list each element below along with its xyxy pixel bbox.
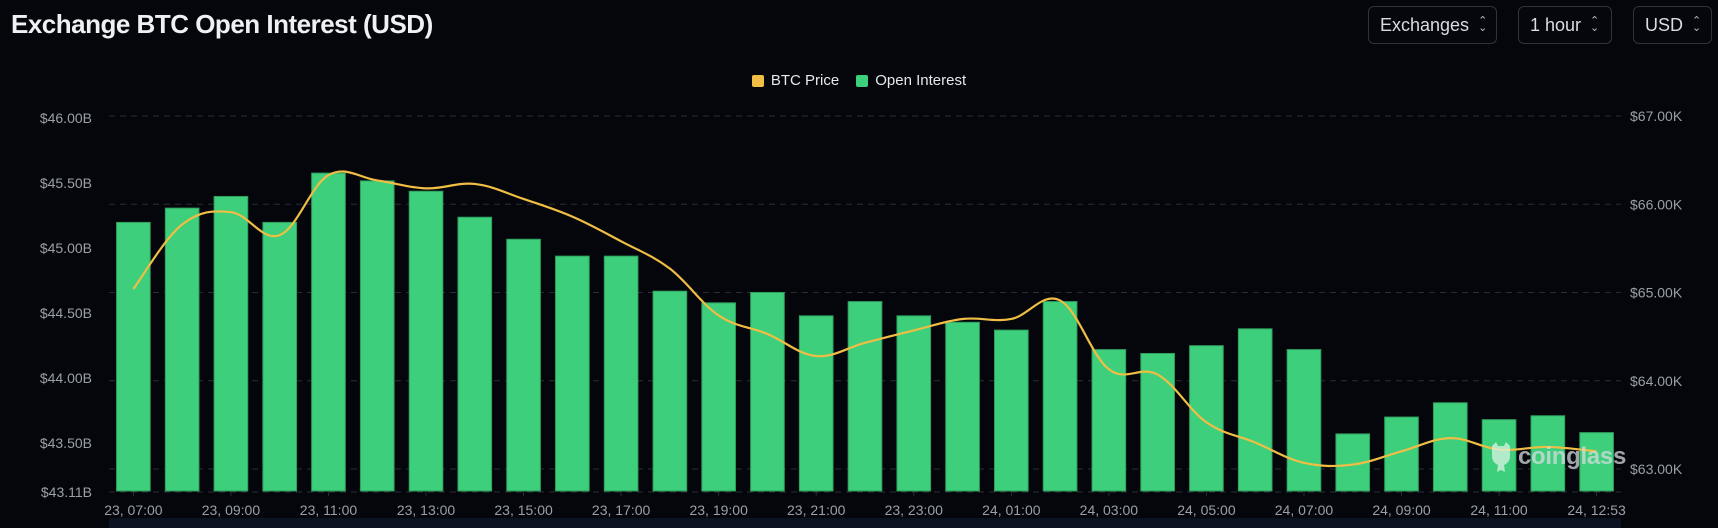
open-interest-bar[interactable] xyxy=(311,172,346,492)
legend-item-btc-price[interactable]: BTC Price xyxy=(751,72,840,89)
left-axis-tick: $45.50B xyxy=(40,175,92,191)
interval-select[interactable]: 1 hour ⌃ ⌄ xyxy=(1518,6,1612,44)
x-axis-tick: 23, 13:00 xyxy=(397,502,456,518)
open-interest-bar[interactable] xyxy=(457,216,493,492)
open-interest-bar[interactable] xyxy=(1091,349,1127,492)
exchanges-select-label: Exchanges xyxy=(1380,14,1470,35)
open-interest-bar[interactable] xyxy=(213,195,249,492)
left-axis-tick: $44.00B xyxy=(40,370,92,386)
x-axis-tick: 23, 07:00 xyxy=(104,502,163,518)
open-interest-bar[interactable] xyxy=(701,302,737,492)
left-axis-tick: $43.11B xyxy=(41,484,92,500)
open-interest-bar[interactable] xyxy=(262,221,298,492)
left-axis-tick: $45.00B xyxy=(40,240,92,256)
btc-price-line xyxy=(132,170,1597,468)
x-axis-tick: 23, 23:00 xyxy=(885,502,944,518)
open-interest-bar[interactable] xyxy=(1481,419,1517,492)
open-interest-bar[interactable] xyxy=(896,315,932,492)
watermark: coinglass xyxy=(1488,440,1626,474)
open-interest-bar[interactable] xyxy=(1286,349,1322,492)
open-interest-bar[interactable] xyxy=(1530,415,1566,492)
x-axis-tick: 23, 15:00 xyxy=(494,502,553,518)
chevron-up-down-icon: ⌃ ⌄ xyxy=(1692,15,1702,34)
open-interest-bar[interactable] xyxy=(603,255,639,492)
chart-zoom-scrollbar[interactable] xyxy=(109,518,1621,528)
x-axis-tick: 24, 01:00 xyxy=(982,502,1041,518)
open-interest-bar[interactable] xyxy=(408,190,444,492)
currency-select-label: USD xyxy=(1645,14,1684,35)
right-axis-tick: $63.00K xyxy=(1630,461,1683,477)
open-interest-bar[interactable] xyxy=(1579,432,1614,492)
right-axis-tick: $67.00K xyxy=(1630,108,1683,124)
x-axis-tick: 23, 11:00 xyxy=(300,502,358,518)
currency-select[interactable]: USD ⌃ ⌄ xyxy=(1633,6,1712,44)
open-interest-bar[interactable] xyxy=(116,221,151,492)
open-interest-bar[interactable] xyxy=(1140,352,1175,492)
page-title: Exchange BTC Open Interest (USD) xyxy=(11,9,433,39)
chevron-up-down-icon: ⌃ ⌄ xyxy=(1478,15,1488,34)
x-axis-tick: 24, 03:00 xyxy=(1080,502,1139,518)
right-axis-tick: $64.00K xyxy=(1630,373,1683,389)
open-interest-bars xyxy=(116,172,1614,492)
right-axis-tick: $66.00K xyxy=(1630,196,1683,212)
x-axis-tick: 23, 21:00 xyxy=(787,502,846,518)
interval-select-label: 1 hour xyxy=(1530,14,1582,35)
open-interest-bar[interactable] xyxy=(555,255,590,492)
open-interest-bar[interactable] xyxy=(750,291,785,492)
right-axis-tick: $65.00K xyxy=(1630,285,1683,301)
open-interest-bar[interactable] xyxy=(652,290,688,492)
exchanges-select[interactable]: Exchanges ⌃ ⌄ xyxy=(1368,6,1497,44)
x-axis-tick: 24, 07:00 xyxy=(1275,502,1334,518)
x-axis: 23, 07:00 23, 09:00 23, 11:00 23, 13:00 23, … xyxy=(104,492,1626,518)
watermark-text: coinglass xyxy=(1518,443,1627,470)
open-interest-bar[interactable] xyxy=(1042,301,1078,492)
x-axis-tick: 23, 19:00 xyxy=(689,502,748,518)
left-axis-tick: $46.00B xyxy=(40,110,92,126)
open-interest-bar[interactable] xyxy=(506,238,541,492)
x-axis-tick: 23, 17:00 xyxy=(592,502,651,518)
coinglass-logo-icon xyxy=(1492,442,1510,472)
open-interest-bar[interactable] xyxy=(164,207,200,492)
x-axis-tick: 23, 09:00 xyxy=(202,502,261,518)
chevron-up-down-icon: ⌃ ⌄ xyxy=(1590,15,1600,34)
open-interest-bar[interactable] xyxy=(359,180,395,492)
legend-swatch-btc-price xyxy=(751,74,764,87)
open-interest-bar[interactable] xyxy=(993,329,1029,492)
x-axis-tick: 24, 11:00 xyxy=(1470,502,1528,518)
legend-item-open-interest[interactable]: Open Interest xyxy=(856,72,966,89)
left-axis-tick: $43.50B xyxy=(40,435,92,451)
open-interest-bar[interactable] xyxy=(847,301,883,492)
open-interest-bar[interactable] xyxy=(798,315,834,492)
open-interest-bar[interactable] xyxy=(1189,345,1224,492)
x-axis-tick: 24, 05:00 xyxy=(1177,502,1236,518)
right-y-axis: $67.00K $66.00K $65.00K $64.00K $63.00K xyxy=(1630,108,1683,477)
x-axis-tick: 24, 12:53 xyxy=(1567,502,1626,518)
chart-legend: BTC Price Open Interest xyxy=(0,72,1718,89)
legend-swatch-open-interest xyxy=(856,74,869,87)
legend-label-btc-price: BTC Price xyxy=(770,72,840,89)
left-y-axis: $46.00B $45.50B $45.00B $44.50B $44.00B $43.5… xyxy=(40,110,92,500)
open-interest-bar[interactable] xyxy=(1432,402,1468,492)
open-interest-bar[interactable] xyxy=(1237,328,1273,492)
chart-controls: Exchanges ⌃ ⌄ 1 hour ⌃ ⌄ USD ⌃ ⌄ xyxy=(1368,6,1712,44)
legend-label-open-interest: Open Interest xyxy=(875,72,967,89)
open-interest-bar[interactable] xyxy=(945,321,980,492)
x-axis-tick: 24, 09:00 xyxy=(1372,502,1431,518)
left-axis-tick: $44.50B xyxy=(40,305,92,321)
